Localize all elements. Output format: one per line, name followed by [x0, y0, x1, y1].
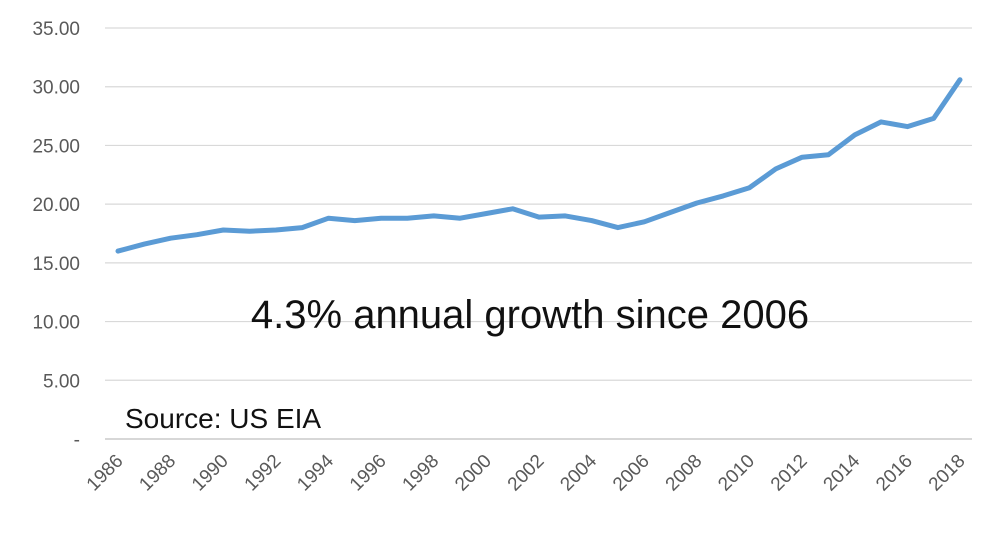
x-tick-label: 1988	[135, 451, 180, 496]
x-tick-label: 1998	[399, 451, 444, 496]
y-tick-label: 30.00	[32, 78, 80, 99]
growth-annotation: 4.3% annual growth since 2006	[251, 293, 809, 337]
x-tick-label: 2016	[872, 451, 917, 496]
x-tick-label: 2002	[504, 451, 549, 496]
y-tick-label: 5.00	[43, 371, 80, 392]
x-tick-label: 2000	[451, 451, 496, 496]
x-tick-label: 2006	[609, 451, 654, 496]
x-tick-label: 2004	[556, 450, 601, 495]
y-tick-label: 20.00	[32, 195, 80, 216]
source-annotation: Source: US EIA	[125, 403, 321, 434]
x-tick-label: 2018	[925, 451, 970, 496]
y-tick-label: 10.00	[32, 313, 80, 334]
x-tick-label: 1992	[241, 451, 286, 496]
series-line	[115, 77, 963, 254]
y-axis-ticks: - 5.00 10.00 15.00 20.00 25.00 30.00 35.00	[32, 19, 80, 451]
y-tick-label: 35.00	[32, 19, 80, 40]
x-tick-label: 1996	[346, 451, 391, 496]
x-tick-label: 2014	[820, 450, 865, 495]
x-tick-label: 2008	[662, 451, 707, 496]
x-tick-label: 1986	[83, 451, 128, 496]
series-layer	[115, 77, 963, 254]
y-tick-label: 25.00	[32, 136, 80, 157]
y-tick-label: -	[74, 430, 80, 451]
x-tick-label: 1990	[188, 451, 233, 496]
x-tick-label: 1994	[293, 450, 338, 495]
y-tick-label: 15.00	[32, 254, 80, 275]
gridlines	[105, 27, 972, 440]
x-tick-label: 2010	[714, 451, 759, 496]
x-axis-ticks: 1986 1988 1990 1992 1994 1996 1998 2000 2002 2004…	[83, 450, 970, 495]
x-tick-label: 2012	[767, 451, 812, 496]
